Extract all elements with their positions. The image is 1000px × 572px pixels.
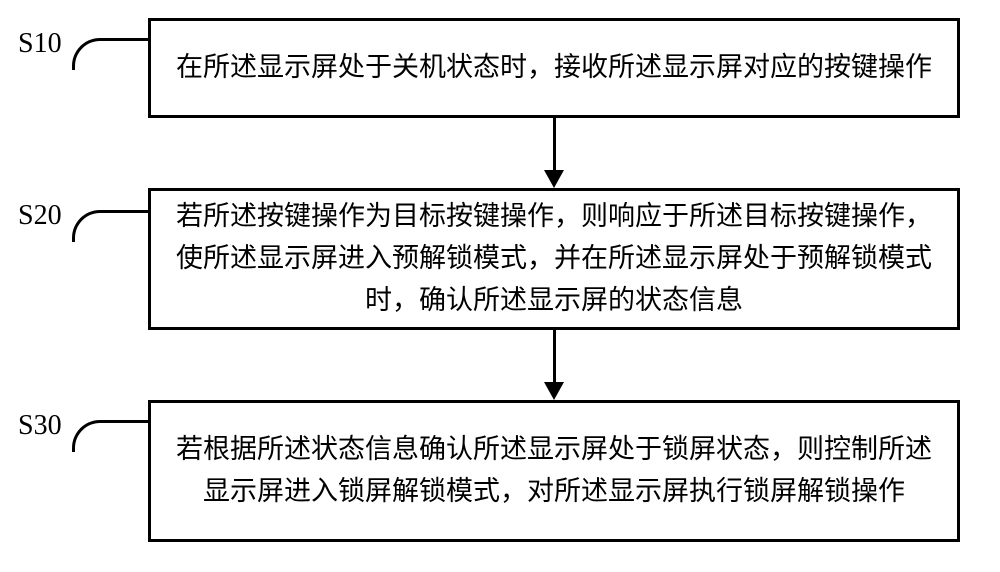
step-box-s30: 若根据所述状态信息确认所述显示屏处于锁屏状态，则控制所述显示屏进入锁屏解锁模式，…	[148, 400, 960, 542]
arrow-line-1	[553, 118, 556, 170]
flowchart-canvas: S10 在所述显示屏处于关机状态时，接收所述显示屏对应的按键操作 S20 若所述…	[0, 0, 1000, 572]
arrow-head-1	[544, 170, 564, 188]
connector-curve-s10	[72, 38, 152, 70]
arrow-line-2	[553, 330, 556, 382]
step-text-s10: 在所述显示屏处于关机状态时，接收所述显示屏对应的按键操作	[176, 47, 932, 89]
step-label-s10: S10	[18, 28, 62, 60]
connector-curve-s30	[72, 420, 152, 452]
step-text-s20: 若所述按键操作为目标按键操作，则响应于所述目标按键操作，使所述显示屏进入预解锁模…	[171, 196, 937, 322]
step-label-s30: S30	[18, 410, 62, 442]
step-box-s10: 在所述显示屏处于关机状态时，接收所述显示屏对应的按键操作	[148, 18, 960, 118]
arrow-head-2	[544, 382, 564, 400]
step-text-s30: 若根据所述状态信息确认所述显示屏处于锁屏状态，则控制所述显示屏进入锁屏解锁模式，…	[171, 429, 937, 513]
connector-curve-s20	[72, 210, 152, 242]
step-label-s20: S20	[18, 200, 62, 232]
step-box-s20: 若所述按键操作为目标按键操作，则响应于所述目标按键操作，使所述显示屏进入预解锁模…	[148, 188, 960, 330]
